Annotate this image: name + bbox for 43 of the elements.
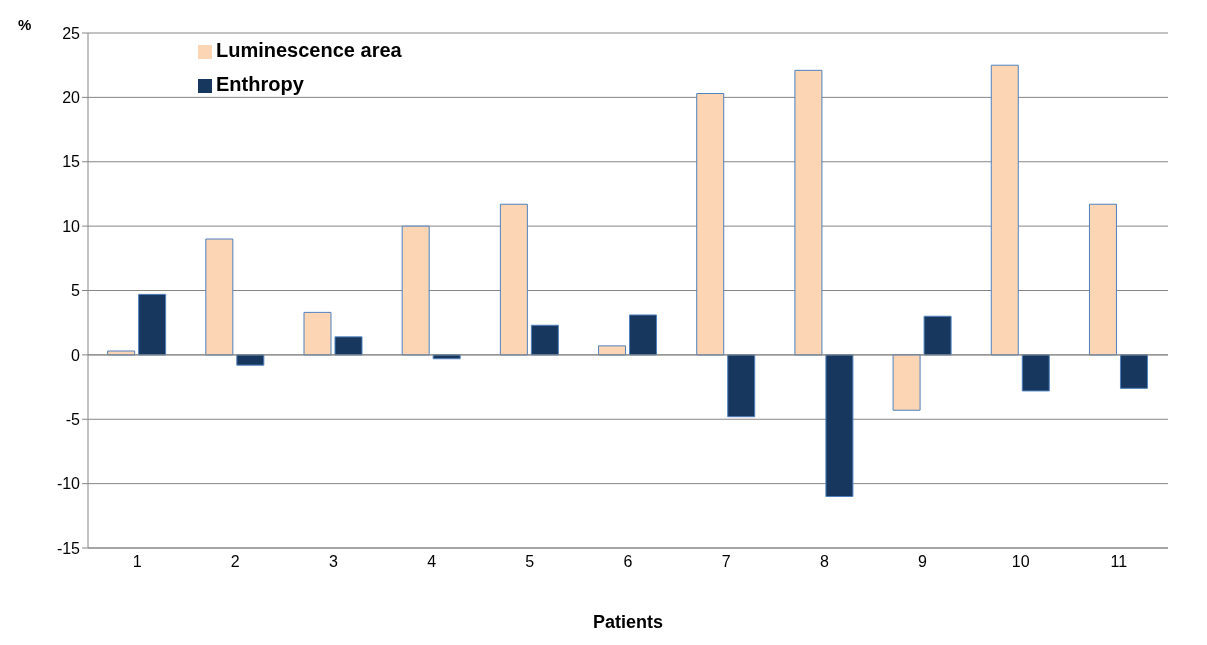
y-tick-label: 15 — [62, 153, 81, 171]
x-tick-label: 8 — [819, 553, 829, 571]
bar — [794, 69, 823, 356]
bar — [825, 354, 854, 497]
y-tick-label: 25 — [62, 24, 81, 42]
y-tick-label: 5 — [71, 282, 81, 300]
bar — [401, 225, 430, 356]
y-tick-label: 20 — [62, 89, 81, 107]
x-tick-label: 5 — [525, 553, 535, 571]
bar — [1088, 203, 1117, 356]
bar — [530, 324, 559, 356]
bar — [727, 354, 756, 418]
x-axis-title: Patients — [592, 612, 664, 632]
y-tick-label: 10 — [62, 217, 81, 235]
bar — [334, 336, 363, 356]
x-tick-label: 10 — [1011, 553, 1030, 571]
bar — [923, 315, 952, 356]
bar — [138, 293, 167, 356]
x-tick-label: 11 — [1110, 553, 1128, 571]
bar — [1021, 354, 1050, 392]
y-tick-label: -15 — [56, 539, 81, 557]
x-tick-label: 7 — [721, 553, 731, 571]
bar — [598, 345, 627, 356]
x-tick-label: 6 — [623, 553, 633, 571]
bar — [990, 64, 1019, 356]
y-tick-label: -10 — [56, 475, 81, 493]
x-tick-label: 2 — [230, 553, 240, 571]
bar — [303, 311, 332, 356]
bar — [892, 354, 921, 411]
bar — [1119, 354, 1148, 389]
y-tick-label: -5 — [65, 410, 81, 428]
y-axis-title: % — [18, 15, 32, 33]
x-tick-label: 4 — [427, 553, 437, 571]
y-tick-label: 0 — [71, 346, 81, 364]
x-tick-label: 9 — [918, 553, 928, 571]
legend-label: Luminescence area — [216, 39, 402, 61]
x-tick-label: 3 — [329, 553, 338, 571]
bar — [629, 314, 658, 356]
bar — [499, 203, 528, 356]
x-tick-label: 1 — [132, 553, 142, 571]
legend-label: Enthropy — [216, 73, 304, 95]
bar — [205, 238, 234, 356]
bar — [696, 93, 725, 356]
